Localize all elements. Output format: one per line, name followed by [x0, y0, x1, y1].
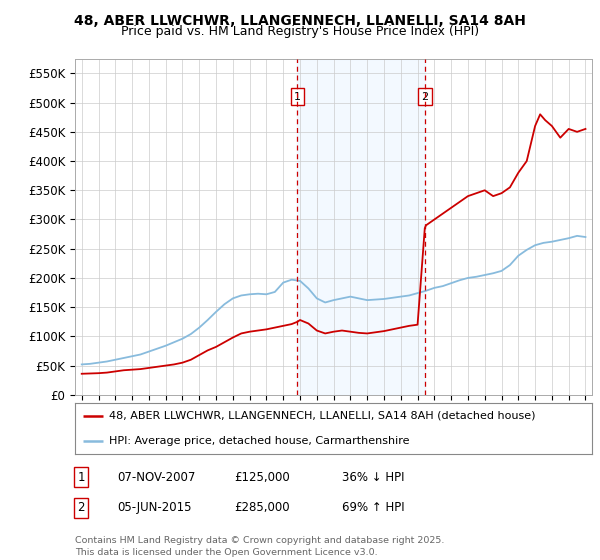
Bar	[298, 59, 425, 395]
Text: 05-JUN-2015: 05-JUN-2015	[117, 501, 191, 515]
Text: £125,000: £125,000	[234, 470, 290, 484]
Text: 36% ↓ HPI: 36% ↓ HPI	[342, 470, 404, 484]
Text: 07-NOV-2007: 07-NOV-2007	[117, 470, 196, 484]
Text: HPI: Average price, detached house, Carmarthenshire: HPI: Average price, detached house, Carm…	[109, 436, 409, 446]
Text: 69% ↑ HPI: 69% ↑ HPI	[342, 501, 404, 515]
Text: 48, ABER LLWCHWR, LLANGENNECH, LLANELLI, SA14 8AH (detached house): 48, ABER LLWCHWR, LLANGENNECH, LLANELLI,…	[109, 411, 535, 421]
Text: 2: 2	[77, 501, 85, 515]
Text: 2: 2	[421, 92, 428, 102]
Text: Contains HM Land Registry data © Crown copyright and database right 2025.
This d: Contains HM Land Registry data © Crown c…	[75, 536, 445, 557]
Text: 48, ABER LLWCHWR, LLANGENNECH, LLANELLI, SA14 8AH: 48, ABER LLWCHWR, LLANGENNECH, LLANELLI,…	[74, 14, 526, 28]
Text: £285,000: £285,000	[234, 501, 290, 515]
Text: 1: 1	[77, 470, 85, 484]
Text: Price paid vs. HM Land Registry's House Price Index (HPI): Price paid vs. HM Land Registry's House …	[121, 25, 479, 38]
Text: 1: 1	[294, 92, 301, 102]
